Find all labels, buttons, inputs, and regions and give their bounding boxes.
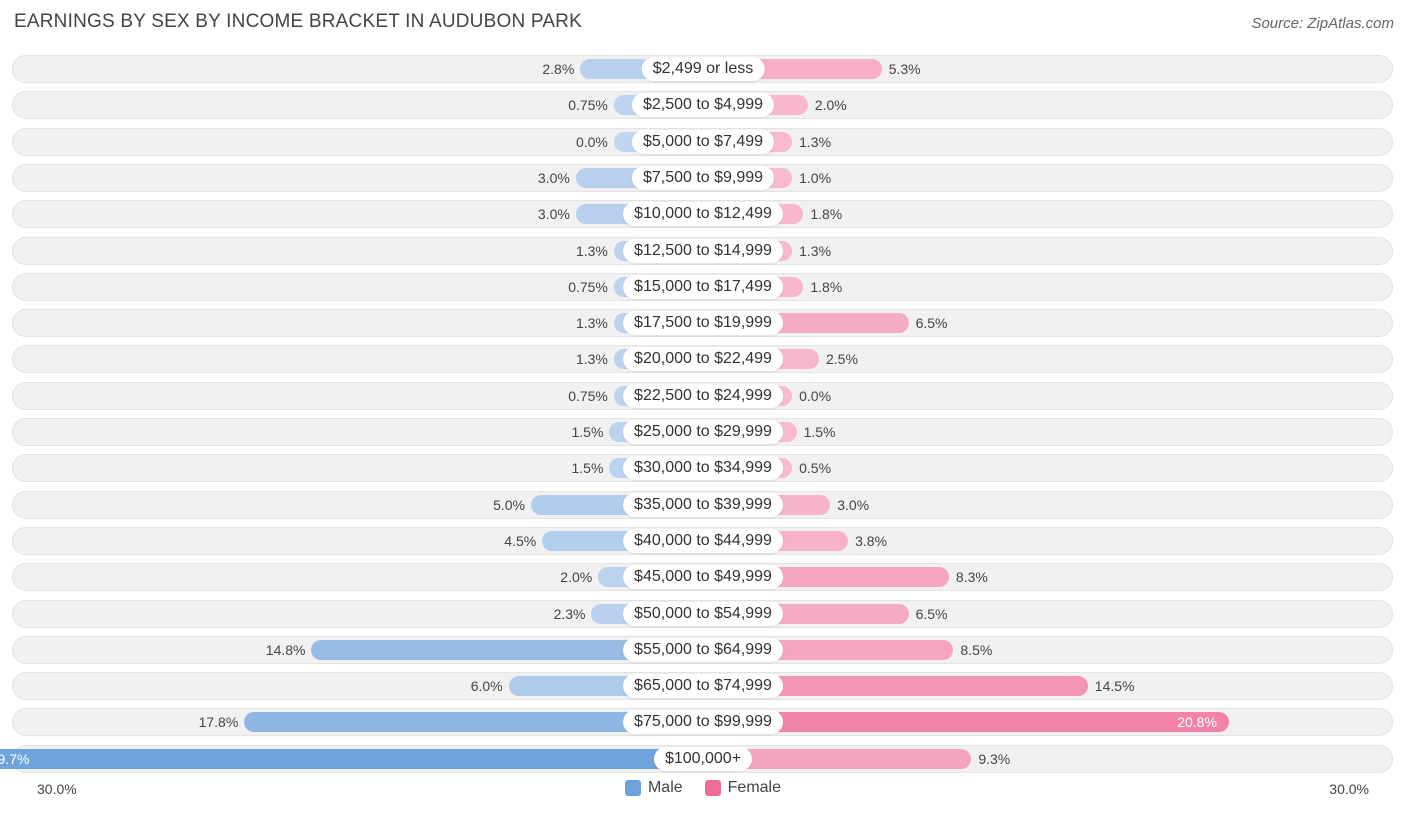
value-label-male: 0.75% bbox=[568, 278, 608, 295]
value-label-male: 0.75% bbox=[568, 387, 608, 404]
value-label-male: 2.0% bbox=[560, 569, 593, 586]
legend-swatch-male bbox=[624, 780, 641, 796]
category-label: $75,000 to $99,999 bbox=[623, 710, 783, 735]
category-label: $65,000 to $74,999 bbox=[623, 674, 783, 699]
value-label-male: 17.8% bbox=[198, 714, 239, 731]
legend-label-male: Male bbox=[647, 779, 683, 796]
value-label-female: 9.3% bbox=[978, 750, 1011, 767]
category-label: $22,500 to $24,999 bbox=[623, 383, 783, 408]
bar-male bbox=[244, 712, 703, 733]
value-label-male: 29.7% bbox=[0, 750, 30, 767]
category-label: $55,000 to $64,999 bbox=[623, 637, 783, 662]
value-label-male: 0.0% bbox=[575, 133, 608, 150]
value-label-female: 2.5% bbox=[826, 351, 858, 368]
category-label: $35,000 to $39,999 bbox=[623, 492, 783, 517]
value-label-female: 1.8% bbox=[810, 278, 843, 295]
value-label-male: 3.0% bbox=[537, 169, 570, 186]
value-label-female: 8.5% bbox=[960, 641, 993, 658]
value-label-female: 1.3% bbox=[799, 133, 832, 150]
value-label-female: 0.0% bbox=[799, 387, 832, 404]
category-label: $15,000 to $17,499 bbox=[623, 274, 783, 299]
bar-male bbox=[0, 748, 703, 769]
legend-item-female: Female bbox=[704, 779, 782, 797]
legend: Male Female bbox=[0, 779, 1406, 797]
value-label-female: 14.5% bbox=[1094, 678, 1135, 695]
value-label-female: 1.0% bbox=[799, 169, 832, 186]
category-label: $12,500 to $14,999 bbox=[623, 238, 783, 263]
category-label: $20,000 to $22,499 bbox=[623, 347, 783, 372]
category-label: $2,499 or less bbox=[641, 57, 765, 81]
value-label-female: 3.0% bbox=[837, 496, 870, 513]
chart-title: EARNINGS BY SEX BY INCOME BRACKET IN AUD… bbox=[14, 11, 582, 32]
axis-left-label: 30.0% bbox=[37, 781, 77, 797]
category-label: $50,000 to $54,999 bbox=[623, 601, 783, 626]
value-label-female: 1.3% bbox=[799, 242, 832, 259]
category-label: $45,000 to $49,999 bbox=[623, 565, 783, 590]
value-label-male: 2.8% bbox=[542, 61, 575, 77]
value-label-male: 2.3% bbox=[553, 605, 586, 622]
value-label-male: 1.3% bbox=[575, 351, 608, 368]
legend-item-male: Male bbox=[624, 779, 683, 797]
chart-source: Source: ZipAtlas.com bbox=[1251, 15, 1394, 32]
value-label-female: 1.8% bbox=[810, 206, 843, 223]
value-label-male: 6.0% bbox=[470, 678, 503, 695]
value-label-male: 0.75% bbox=[568, 97, 608, 114]
value-label-male: 5.0% bbox=[493, 496, 525, 513]
value-label-female: 8.3% bbox=[955, 569, 988, 586]
legend-swatch-female bbox=[704, 780, 721, 796]
category-label: $25,000 to $29,999 bbox=[623, 420, 783, 444]
value-label-male: 1.5% bbox=[571, 460, 604, 477]
value-label-female: 6.5% bbox=[915, 315, 948, 332]
value-label-male: 1.3% bbox=[575, 242, 608, 259]
value-label-female: 5.3% bbox=[888, 61, 921, 77]
category-label: $2,500 to $4,999 bbox=[631, 93, 775, 118]
category-label: $17,500 to $19,999 bbox=[623, 311, 783, 336]
category-label: $30,000 to $34,999 bbox=[623, 456, 783, 481]
value-label-male: 14.8% bbox=[265, 641, 306, 658]
category-label: $10,000 to $12,499 bbox=[623, 202, 783, 227]
value-label-female: 1.5% bbox=[803, 424, 836, 440]
legend-label-female: Female bbox=[727, 779, 782, 796]
bar-male bbox=[311, 639, 703, 660]
category-label: $7,500 to $9,999 bbox=[631, 165, 775, 190]
category-label: $100,000+ bbox=[653, 746, 753, 771]
value-label-female: 6.5% bbox=[915, 605, 948, 622]
value-label-female: 2.0% bbox=[814, 97, 847, 114]
value-label-female: 0.5% bbox=[799, 460, 832, 477]
value-label-male: 3.0% bbox=[537, 206, 570, 223]
bar-female bbox=[703, 712, 1229, 733]
category-label: $40,000 to $44,999 bbox=[623, 528, 783, 553]
value-label-male: 4.5% bbox=[504, 532, 537, 549]
axis-right-label: 30.0% bbox=[1329, 781, 1369, 797]
value-label-male: 1.5% bbox=[571, 424, 604, 440]
value-label-female: 3.8% bbox=[855, 532, 888, 549]
value-label-female: 20.8% bbox=[1177, 714, 1217, 731]
bar-female bbox=[703, 748, 972, 769]
value-label-male: 1.3% bbox=[575, 315, 608, 332]
bar-female bbox=[703, 676, 1088, 697]
category-label: $5,000 to $7,499 bbox=[631, 129, 775, 154]
